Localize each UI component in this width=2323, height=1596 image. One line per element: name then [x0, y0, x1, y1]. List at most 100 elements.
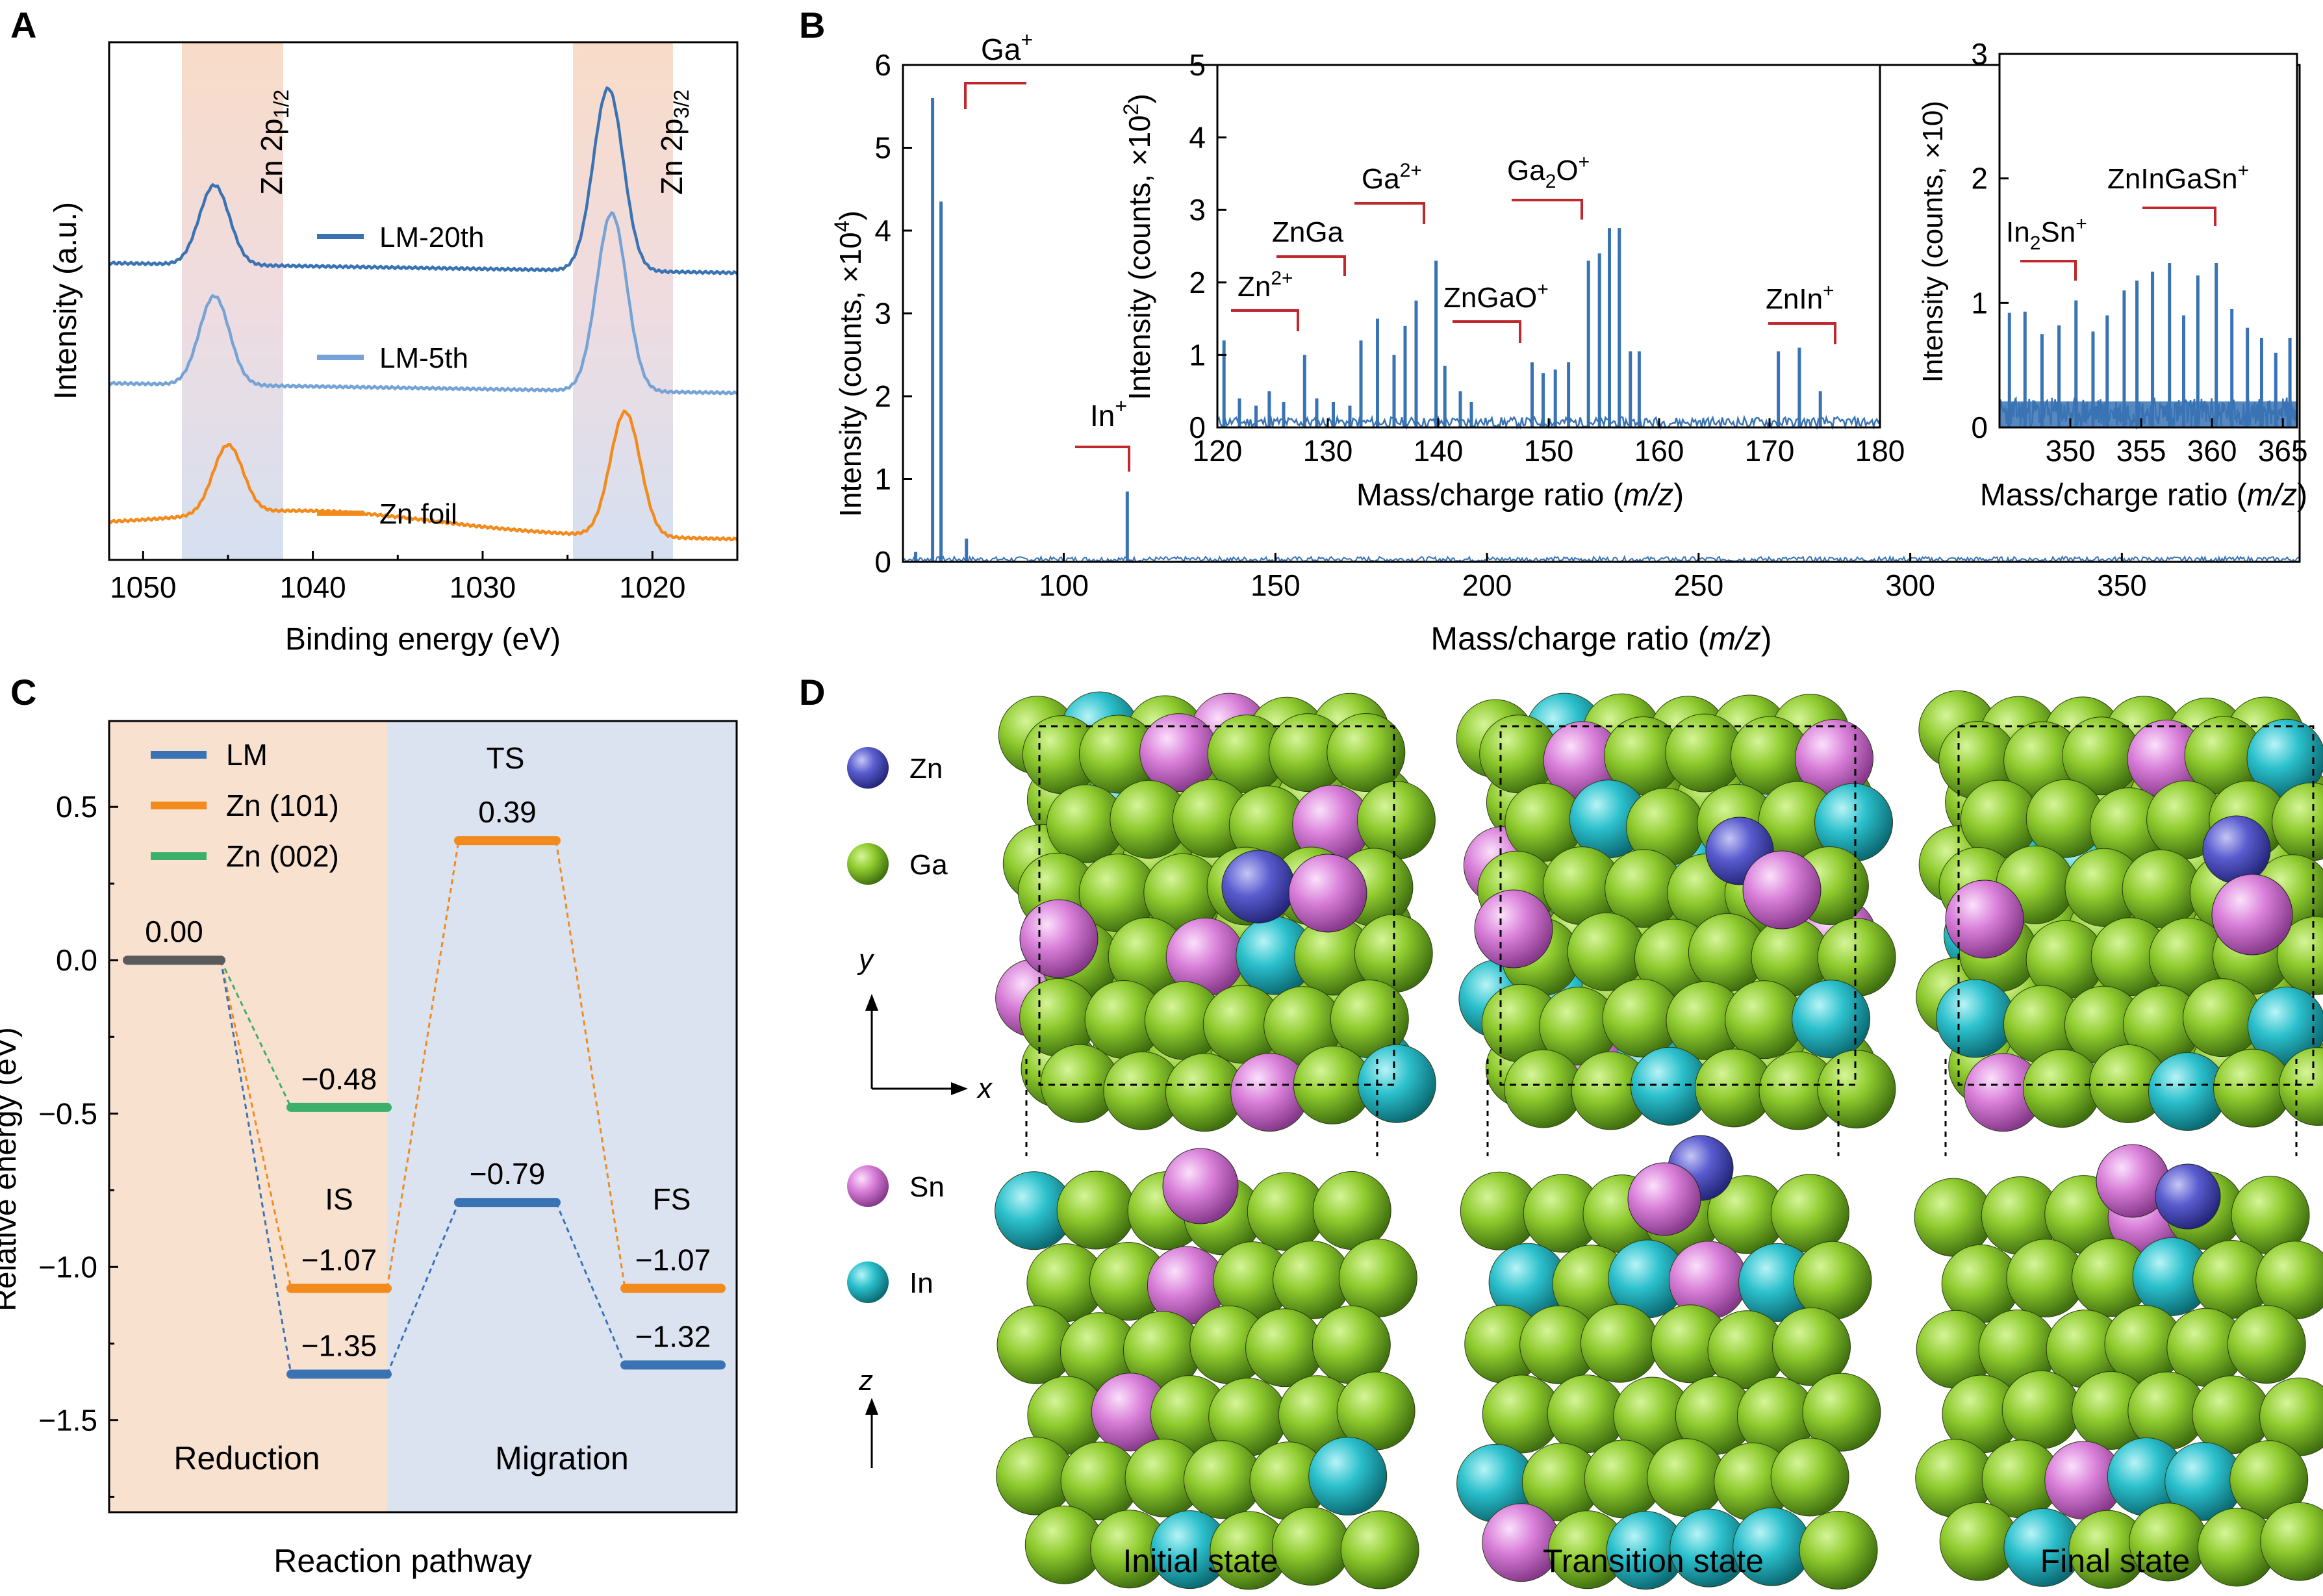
energy-value-label: −1.35 [301, 1329, 377, 1363]
energy-value-label: 0.39 [478, 795, 537, 829]
x-tick-label: 160 [1634, 434, 1684, 468]
x-tick-label: 1020 [619, 570, 685, 604]
panel-a-x-ticks: 1050 1040 1030 1020 [110, 551, 739, 604]
x-tick-label: 120 [1193, 434, 1243, 468]
sn-atom-icon [847, 1165, 889, 1207]
caption-transition-state: Transition state [1543, 1543, 1764, 1579]
ga-atom [1772, 1307, 1851, 1386]
y-tick-label: −1.0 [38, 1250, 97, 1284]
svg-text:Ga+: Ga+ [981, 28, 1033, 66]
x-tick-label: 150 [1524, 434, 1574, 468]
label-zngao: ZnGaO+ [1443, 279, 1549, 314]
y-tick-label: −1.5 [38, 1403, 97, 1437]
state-label-fs: FS [653, 1182, 691, 1216]
xps-curves [109, 86, 737, 542]
x-tick-label: 200 [1462, 568, 1512, 602]
bracket-ga2o [1512, 199, 1583, 220]
axis-x-label: x [976, 1072, 993, 1104]
region-label-reduction: Reduction [173, 1440, 320, 1476]
pathway-connector [386, 1202, 460, 1375]
caption-initial-state: Initial state [1123, 1543, 1278, 1579]
y-tick-label: 4 [874, 214, 891, 247]
legend-zn101: Zn (101) [226, 789, 339, 822]
energy-value-label: −1.07 [301, 1243, 377, 1276]
atom-structures [995, 690, 2323, 1590]
panel-label-a: A [10, 5, 36, 45]
y-tick-label: 2 [1971, 162, 1988, 196]
energy-value-label: −1.32 [635, 1319, 711, 1353]
x-tick-label: 350 [2097, 568, 2147, 602]
band-zn2p32 [573, 42, 673, 560]
y-tick-label: 3 [1189, 193, 1206, 227]
energy-diagram: 0.00 −0.48 −1.07 −1.35 0.39 −0.79 −1.07 −1.32 [123, 795, 726, 1379]
panel-c-xlabel: Reaction pathway [273, 1543, 531, 1579]
sn-atom [1627, 1162, 1701, 1236]
x-tick-label: 355 [2116, 434, 2166, 468]
sn-atom [2211, 874, 2293, 956]
ga-atom [2227, 1305, 2306, 1384]
ga-atom [1356, 781, 1436, 860]
x-tick-label: 100 [1039, 568, 1089, 602]
energy-value-label: −1.07 [635, 1243, 711, 1276]
inset1-ticks: 120 130 140 150 160 170 180 0 1 2 3 4 5 [1189, 48, 1905, 468]
label-ga-plus: Ga+ [964, 28, 1033, 109]
panel-c-y-ticks: 0.5 0.0 −0.5 −1.0 −1.5 [38, 790, 118, 1498]
legend-atom-sn: Sn [909, 1171, 945, 1203]
y-tick-label: 2 [874, 379, 891, 413]
ms-main-spectrum [902, 98, 2300, 564]
y-tick-label: 3 [874, 297, 891, 331]
panel-label-b: B [799, 5, 825, 45]
pathway-connector [386, 840, 460, 1289]
ga-atom [2260, 1502, 2323, 1581]
xps-series-line [109, 86, 737, 276]
annot-zn2p32-sub: 3/2 [670, 90, 693, 118]
x-tick-label: 150 [1250, 568, 1301, 602]
ms-inset-120-180 [1216, 228, 1881, 431]
bracket-zngao [1453, 320, 1521, 343]
legend-lm: LM [226, 738, 268, 772]
panel-a-frame [108, 41, 739, 561]
inset2-ylabel: Intensity (counts, ×10) [1917, 101, 1949, 383]
label-in-plus: In+ [1075, 394, 1130, 472]
sn-atom [1162, 1148, 1239, 1224]
panel-label-d: D [799, 672, 825, 713]
label-zn2plus: Zn2+ [1238, 268, 1293, 303]
inset1-xlabel: Mass/charge ratio (m/z) [1356, 478, 1684, 513]
ga-atom [1327, 713, 1406, 792]
panel-d: D Zn Ga Sn In y x z Initial state Transi… [799, 672, 2323, 1590]
inset1-ylabel: Intensity (counts, ×102) [1119, 94, 1156, 400]
bracket-ga2plus [1354, 202, 1425, 224]
panel-a: A 1050 1040 1030 1020 Binding energy (eV) I… [10, 5, 739, 657]
axis-z-icon: z [858, 1365, 878, 1468]
x-tick-label: 360 [2187, 434, 2237, 468]
ga-atom [2001, 1370, 2081, 1449]
ga-atom [1580, 1304, 1659, 1383]
panel-a-legend: LM-20th LM-5th Zn foil [317, 222, 484, 530]
ga-atom-icon [847, 843, 889, 885]
x-tick-label: 350 [2046, 434, 2096, 468]
legend-lm20: LM-20th [379, 222, 484, 253]
label-ga2plus: Ga2+ [1362, 160, 1422, 195]
x-tick-label: 170 [1745, 434, 1795, 468]
x-tick-label: 1050 [110, 570, 176, 604]
ms-inset-345-366 [1998, 263, 2298, 431]
baseline-noise [902, 555, 2300, 564]
y-tick-label: 1 [874, 462, 891, 496]
inset2-frame [1998, 53, 2298, 429]
annot-zn2p12-sub: 1/2 [270, 90, 293, 118]
panel-c-ylabel: Relative energy (eV) [0, 1027, 23, 1311]
region-migration-bg [387, 721, 737, 1512]
ga-atom [1504, 1049, 1583, 1128]
x-tick-label: 180 [1855, 434, 1905, 468]
annot-zn2p12: Zn 2p1/2 [255, 90, 293, 195]
x-tick-label: 365 [2258, 434, 2308, 468]
zn-atom [1221, 850, 1295, 924]
y-tick-label: 2 [1189, 266, 1206, 299]
y-tick-label: 5 [874, 131, 891, 165]
xps-series-line [109, 409, 737, 542]
state-label-ts: TS [487, 741, 525, 775]
energy-value-label: −0.79 [470, 1157, 545, 1191]
legend-zn002: Zn (002) [226, 839, 339, 873]
caption-final-state: Final state [2040, 1543, 2190, 1579]
